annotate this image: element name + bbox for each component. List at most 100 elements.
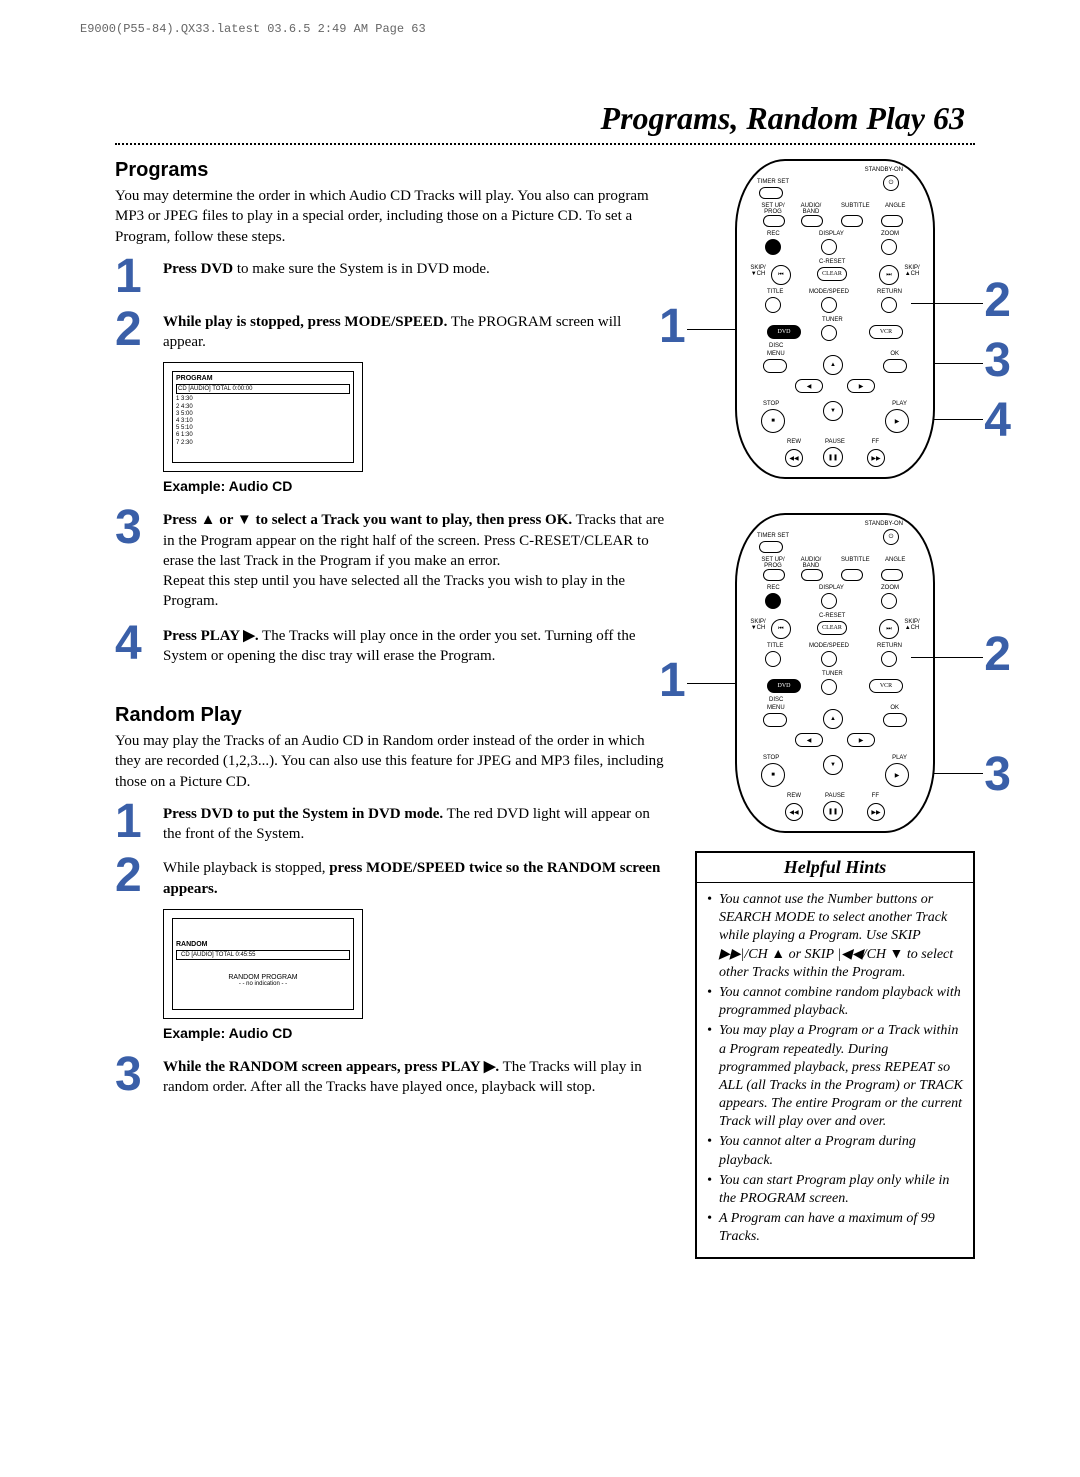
dvd-button: DVD — [767, 325, 801, 339]
label-rew: REW — [787, 793, 801, 799]
programs-heading: Programs — [115, 159, 665, 182]
setup-button — [763, 215, 785, 227]
angle-button — [881, 569, 903, 581]
random-intro: You may play the Tracks of an Audio CD i… — [115, 731, 665, 792]
vcr-button: VCR — [869, 679, 903, 693]
skip-next-button: ⏭ — [879, 265, 899, 285]
random-step-1: 1 Press DVD to put the System in DVD mod… — [115, 800, 665, 845]
zoom-button — [881, 239, 897, 255]
hint-item: You can start Program play only while in… — [707, 1172, 963, 1208]
left-button: ◀ — [795, 733, 823, 747]
label-disc: DISC — [769, 697, 783, 703]
callout-line — [687, 683, 737, 684]
down-button: ▼ — [823, 755, 843, 775]
label-creset: C-RESET — [819, 259, 845, 265]
callout-line — [933, 419, 983, 420]
right-button: ▶ — [847, 379, 875, 393]
zoom-button — [881, 593, 897, 609]
ff-button: ▶▶ — [867, 803, 885, 821]
random-step-3: 3 While the RANDOM screen appears, press… — [115, 1053, 665, 1098]
label-pause: PAUSE — [825, 439, 845, 445]
title-button — [765, 651, 781, 667]
remote-outline: STANDBY-ON ⏻ TIMER SET SET UP/ PROG AUDI… — [735, 513, 935, 833]
label-menu: MENU — [767, 705, 785, 711]
programs-intro: You may determine the order in which Aud… — [115, 186, 665, 247]
track-row: 4 3:10 — [176, 418, 193, 425]
label-ok: OK — [890, 351, 899, 357]
label-play: PLAY — [892, 755, 907, 761]
label-audio: AUDIO/ BAND — [799, 557, 823, 569]
tuner-button — [821, 679, 837, 695]
programs-step-4: 4 Press PLAY ▶. The Tracks will play onc… — [115, 622, 665, 667]
random-heading: Random Play — [115, 704, 665, 727]
step-number: 3 — [115, 1053, 163, 1096]
step-bold: While play is stopped, press MODE/SPEED. — [163, 314, 447, 330]
page-title: Programs, Random Play 63 — [115, 100, 975, 137]
label-skipl: SKIP/ ▼CH — [747, 265, 769, 277]
step-number: 2 — [115, 308, 163, 351]
hint-item: You may play a Program or a Track within… — [707, 1022, 963, 1131]
callout-line — [933, 773, 983, 774]
label-title: TITLE — [767, 643, 783, 649]
step-text: Press DVD — [163, 261, 233, 277]
rew-button: ◀◀ — [785, 449, 803, 467]
example-label: Example: Audio CD — [163, 478, 665, 494]
label-rec: REC — [767, 231, 780, 237]
page-content: Programs, Random Play 63 Programs You ma… — [115, 100, 975, 1259]
label-mode: MODE/SPEED — [809, 289, 849, 295]
screen-header: CD [AUDIO] TOTAL 0:45:55 — [176, 950, 350, 960]
ok-button — [883, 359, 907, 373]
step-number: 3 — [115, 506, 163, 549]
standby-button: ⏻ — [883, 175, 899, 191]
hints-list: You cannot use the Number buttons or SEA… — [697, 883, 973, 1257]
program-screen: PROGRAM CD [AUDIO] TOTAL 0:00:00 1 3:30 … — [163, 362, 363, 472]
play-button: ▶ — [885, 409, 909, 433]
screen-title: PROGRAM — [176, 375, 350, 382]
label-creset: C-RESET — [819, 613, 845, 619]
label-skipr: SKIP/ ▲CH — [901, 265, 923, 277]
step-bold: While the RANDOM screen appears, press P… — [163, 1059, 499, 1075]
step-number: 4 — [115, 622, 163, 665]
pause-button: ❚❚ — [823, 801, 843, 821]
callout-3: 3 — [984, 333, 1011, 388]
step-number: 2 — [115, 854, 163, 897]
label-setup: SET UP/ PROG — [761, 203, 785, 215]
display-button — [821, 593, 837, 609]
label-standby: STANDBY-ON — [865, 521, 903, 527]
right-button: ▶ — [847, 733, 875, 747]
label-ff: FF — [872, 439, 879, 445]
callout-1: 1 — [659, 299, 686, 354]
example-label: Example: Audio CD — [163, 1025, 665, 1041]
label-pause: PAUSE — [825, 793, 845, 799]
rew-button: ◀◀ — [785, 803, 803, 821]
label-display: DISPLAY — [819, 231, 844, 237]
skip-prev-button: ⏮ — [771, 619, 791, 639]
label-zoom: ZOOM — [881, 585, 899, 591]
screen-title: RANDOM — [176, 941, 208, 948]
track-row: 6 1:30 — [176, 432, 193, 439]
label-zoom: ZOOM — [881, 231, 899, 237]
screen-line: - - no indication - - — [239, 981, 287, 987]
track-row: 7 2:30 — [176, 440, 193, 447]
audio-button — [801, 569, 823, 581]
hint-item: You cannot combine random playback with … — [707, 984, 963, 1020]
subtitle-button — [841, 215, 863, 227]
remote-diagram-2: STANDBY-ON ⏻ TIMER SET SET UP/ PROG AUDI… — [695, 513, 975, 833]
helpful-hints: Helpful Hints You cannot use the Number … — [695, 851, 975, 1259]
title-rule — [115, 143, 975, 145]
setup-button — [763, 569, 785, 581]
step-number: 1 — [115, 800, 163, 843]
label-angle: ANGLE — [885, 557, 905, 563]
clear-button: CLEAR — [817, 267, 847, 281]
step-number: 1 — [115, 255, 163, 298]
hint-item: A Program can have a maximum of 99 Track… — [707, 1210, 963, 1246]
step-bold: Press DVD to put the System in DVD mode. — [163, 806, 443, 822]
label-subtitle: SUBTITLE — [841, 557, 870, 563]
label-rec: REC — [767, 585, 780, 591]
label-subtitle: SUBTITLE — [841, 203, 870, 209]
programs-step-1: 1 Press DVD to make sure the System is i… — [115, 255, 665, 298]
label-ff: FF — [872, 793, 879, 799]
label-skipl: SKIP/ ▼CH — [747, 619, 769, 631]
return-button — [881, 297, 897, 313]
label-return: RETURN — [877, 643, 902, 649]
